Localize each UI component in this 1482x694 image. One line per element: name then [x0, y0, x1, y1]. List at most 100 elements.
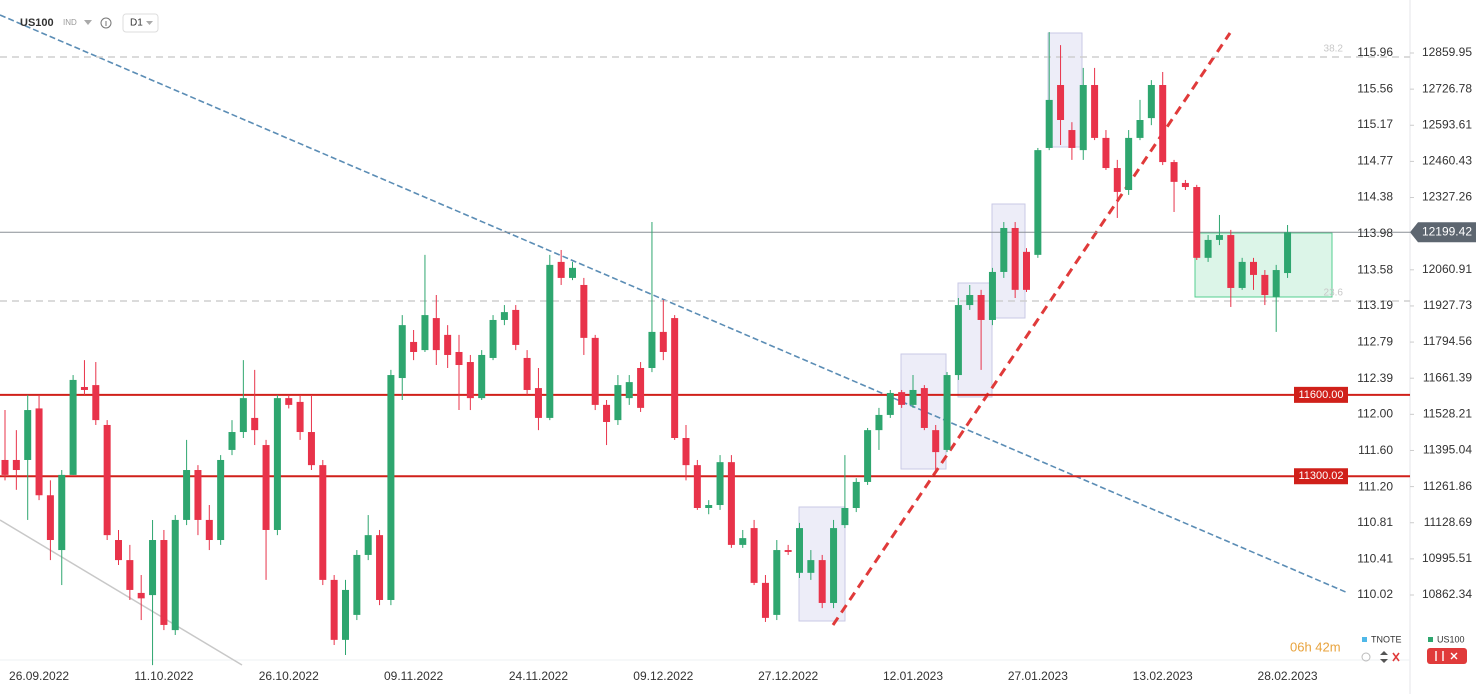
y2-tick-label: 110.02 [1357, 587, 1393, 601]
candle-body [557, 261, 565, 278]
x-tick-label: 24.11.2022 [509, 669, 568, 683]
candle-body [693, 465, 701, 509]
candle-body [12, 459, 20, 471]
candle-body [1034, 150, 1042, 255]
candle-body [455, 351, 463, 366]
candle-body [1284, 232, 1292, 274]
candle-body [410, 341, 418, 352]
trend-line [0, 519, 243, 666]
candle-body [432, 318, 440, 351]
x-tick-label: 27.01.2023 [1008, 669, 1068, 683]
candle-body [330, 579, 338, 640]
candle-body [818, 560, 826, 603]
trend-line [0, 14, 1349, 594]
candle-body [830, 528, 838, 603]
candle-body [1125, 137, 1133, 191]
candle-body [943, 375, 951, 450]
candle-body [285, 398, 293, 405]
candle-body [875, 414, 883, 431]
y-tick-label: 12593.61 [1422, 117, 1472, 131]
legend-swatch [1362, 637, 1367, 642]
y2-tick-label: 114.38 [1357, 189, 1393, 203]
candle-body [342, 589, 349, 640]
candle-body [183, 470, 191, 520]
candle-body [444, 334, 452, 355]
candle-body [1136, 120, 1144, 138]
y-tick-label: 11261.86 [1423, 479, 1472, 493]
candle-body [1011, 227, 1019, 290]
info-icon[interactable] [100, 17, 112, 29]
y-tick-label: 11128.69 [1424, 515, 1473, 529]
y2-tick-label: 115.56 [1357, 82, 1393, 96]
level-box [1294, 468, 1348, 485]
candle-body [807, 560, 815, 573]
x-tick-label: 09.11.2022 [384, 669, 443, 683]
x-tick-label: 26.09.2022 [9, 669, 69, 683]
candle-body [1091, 85, 1099, 138]
y-tick-label: 10862.34 [1422, 587, 1472, 601]
candle-body [898, 392, 906, 405]
candle-body [1079, 85, 1087, 151]
candle-body [727, 462, 735, 545]
legend-label: TNOTE [1371, 634, 1402, 644]
y2-tick-label: 112.79 [1357, 334, 1393, 348]
candle-body [46, 495, 54, 541]
candle-body [1159, 85, 1167, 163]
candle-body [603, 404, 611, 422]
candle-body [1147, 85, 1155, 119]
y-tick-label: 11395.04 [1423, 443, 1472, 457]
x-tick-label: 13.02.2023 [1133, 669, 1193, 683]
last-price-label: 12199.42 [1422, 224, 1472, 238]
timeframe-box[interactable] [122, 13, 159, 33]
level-label: 11600.00 [1298, 389, 1343, 401]
candle-body [614, 385, 622, 421]
candle-body [523, 357, 531, 390]
candle-body [1102, 137, 1110, 169]
candle-body [217, 459, 225, 541]
candle-body [262, 445, 270, 530]
candle-body [1023, 251, 1030, 290]
candle-body [387, 375, 395, 600]
y2-tick-label: 113.58 [1357, 262, 1393, 276]
x-tick-label: 28.02.2023 [1258, 669, 1318, 683]
candle-body [171, 519, 179, 631]
visibility-icon[interactable] [1361, 652, 1371, 662]
x-tick-label: 27.12.2022 [758, 669, 818, 683]
candle-body [1181, 182, 1189, 188]
fib-label: 38.2 [1324, 44, 1344, 55]
candle-body [1204, 239, 1212, 258]
candle-body [1113, 168, 1121, 192]
candle-body [988, 271, 996, 320]
candle-body [739, 538, 747, 545]
candle-body [1193, 187, 1201, 258]
y-tick-label: 12726.78 [1422, 81, 1472, 95]
candle-body [126, 560, 134, 590]
candle-body [1261, 274, 1269, 296]
series-button[interactable] [1427, 648, 1467, 664]
candle-body [1045, 99, 1053, 148]
candle-body [1227, 235, 1235, 288]
series-button-icon [1435, 651, 1458, 661]
candle-body [909, 389, 917, 405]
candle-body [478, 354, 486, 399]
candle-body [966, 295, 974, 306]
candle-body [466, 362, 474, 399]
close-icon[interactable] [1392, 652, 1400, 662]
dropdown-icon[interactable] [84, 20, 92, 25]
candle-body [954, 305, 962, 376]
y2-tick-label: 115.96 [1357, 45, 1393, 59]
candle-body [705, 505, 713, 509]
candle-body [682, 437, 690, 466]
y2-tick-label: 114.77 [1357, 154, 1393, 168]
candle-body [319, 465, 327, 580]
candle-body [841, 508, 849, 526]
candle-body [659, 331, 667, 352]
candle-body [149, 540, 157, 596]
y2-tick-label: 113.98 [1357, 226, 1393, 240]
candle-body [864, 430, 872, 482]
candle-body [239, 398, 247, 433]
candle-body [1057, 85, 1065, 121]
last-price-box [1410, 222, 1476, 243]
order-icon[interactable] [1380, 651, 1388, 663]
